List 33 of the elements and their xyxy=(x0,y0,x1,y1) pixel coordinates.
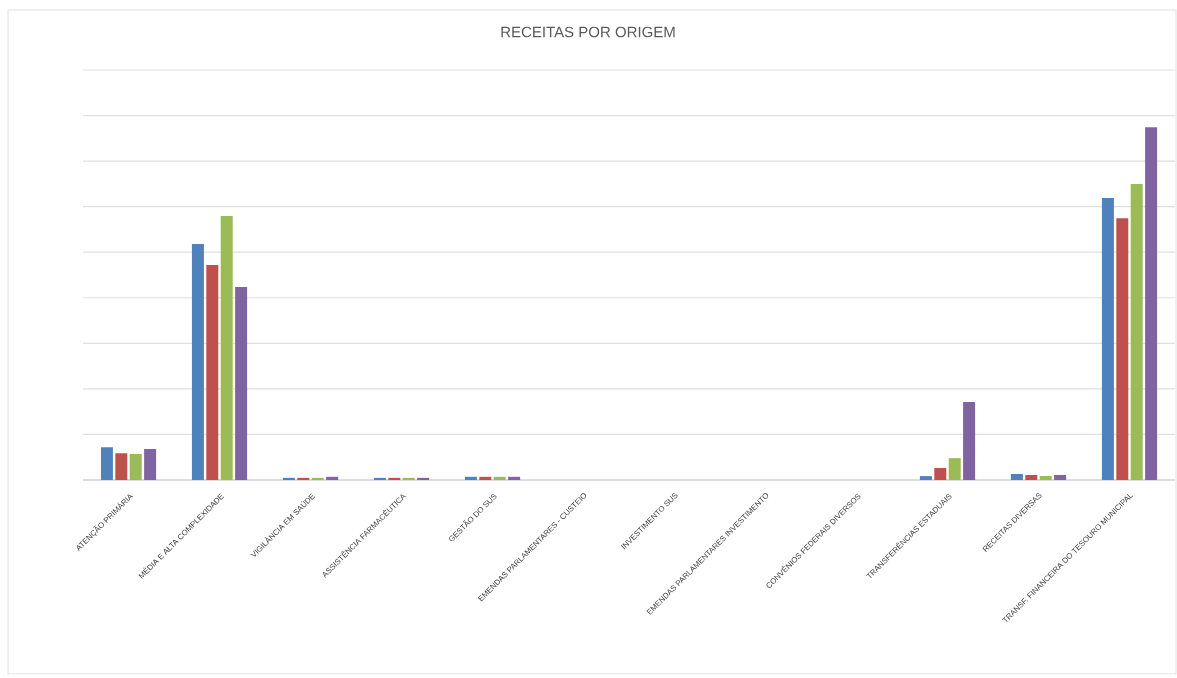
bar xyxy=(479,476,492,480)
bar xyxy=(464,476,477,480)
bar xyxy=(1054,475,1067,480)
bar xyxy=(282,477,295,480)
bar xyxy=(115,453,128,480)
bar xyxy=(311,477,324,480)
bar xyxy=(1039,476,1052,480)
bar xyxy=(508,476,521,480)
bar xyxy=(948,458,961,480)
bar xyxy=(326,476,339,480)
bar xyxy=(1010,473,1023,480)
bar xyxy=(206,265,219,480)
bar xyxy=(417,477,430,480)
bar xyxy=(220,216,233,480)
bar xyxy=(235,286,248,480)
bar xyxy=(388,477,401,480)
bar xyxy=(297,477,310,480)
bar xyxy=(963,402,976,480)
bar xyxy=(493,476,506,480)
bar xyxy=(1116,218,1129,480)
bar xyxy=(1145,127,1158,480)
bar xyxy=(100,447,113,480)
bar xyxy=(1101,198,1114,480)
bar xyxy=(191,243,204,480)
bar xyxy=(1025,475,1038,480)
chart-title: RECEITAS POR ORIGEM xyxy=(501,26,675,38)
bar xyxy=(144,448,157,480)
bar xyxy=(919,476,932,480)
bar xyxy=(129,453,142,480)
bar xyxy=(402,477,415,480)
bar xyxy=(1130,183,1143,480)
bar xyxy=(934,467,947,480)
bar xyxy=(373,477,386,480)
